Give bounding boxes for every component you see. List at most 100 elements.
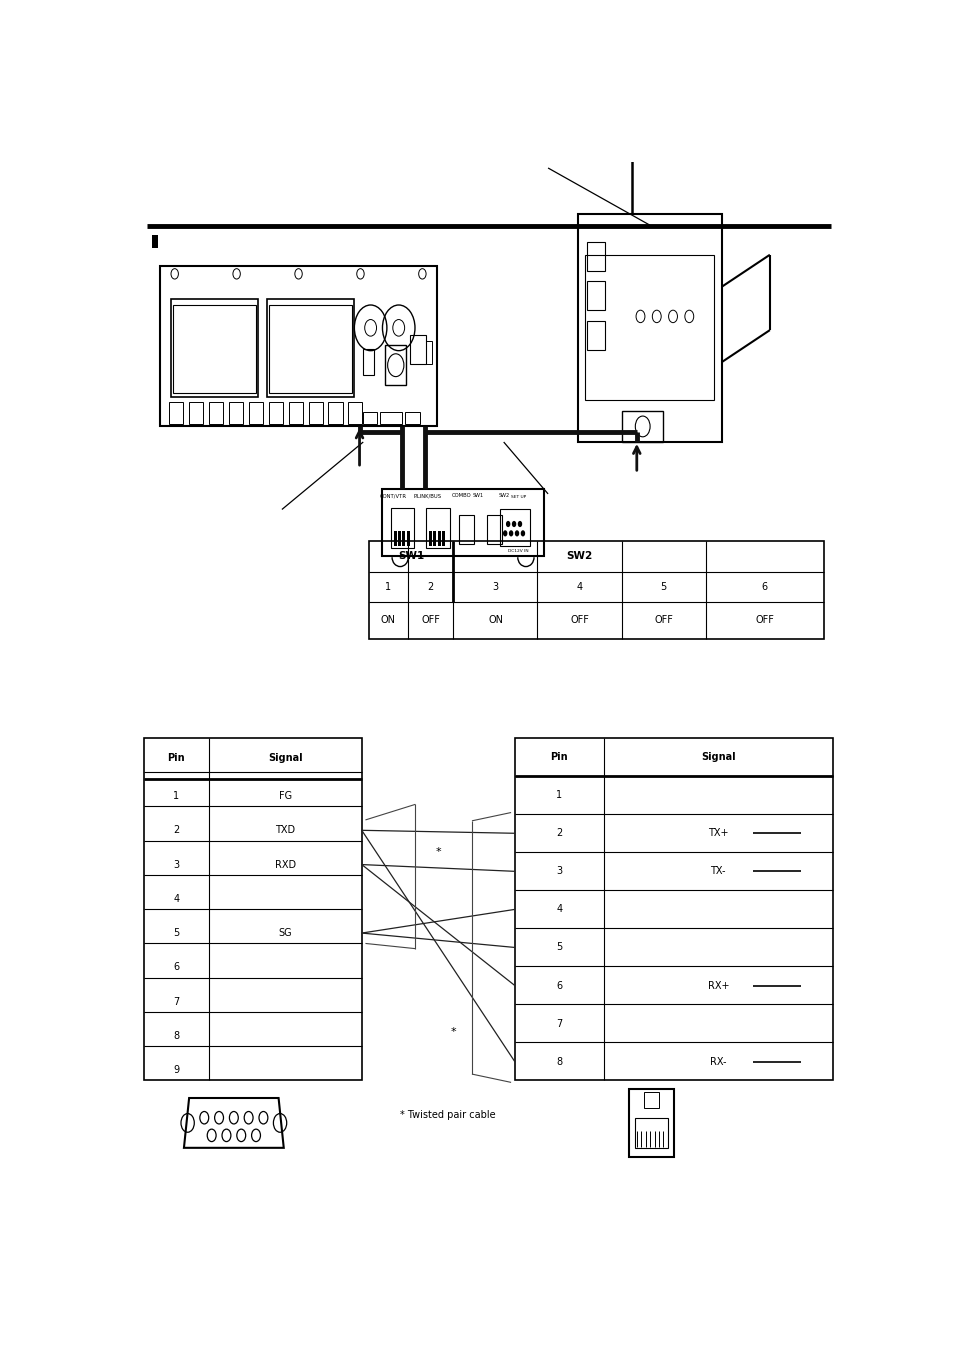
Bar bbox=[586, 321, 604, 349]
Text: 6: 6 bbox=[760, 582, 767, 592]
Bar bbox=[288, 402, 302, 425]
Bar bbox=[406, 531, 410, 546]
Text: *: * bbox=[450, 1027, 456, 1037]
Bar bbox=[160, 266, 436, 426]
Bar bbox=[635, 1117, 667, 1148]
Bar bbox=[381, 489, 544, 557]
Bar bbox=[169, 402, 183, 425]
Text: 1: 1 bbox=[556, 790, 561, 801]
Text: Pin: Pin bbox=[168, 754, 185, 763]
Bar bbox=[229, 402, 242, 425]
Text: 1: 1 bbox=[173, 791, 179, 801]
Text: 8: 8 bbox=[556, 1057, 561, 1066]
Text: SET UP: SET UP bbox=[511, 495, 525, 499]
Bar bbox=[152, 236, 158, 248]
Bar bbox=[369, 541, 823, 639]
Bar bbox=[209, 402, 222, 425]
Text: SG: SG bbox=[278, 927, 292, 938]
Bar bbox=[442, 531, 445, 546]
Bar bbox=[348, 402, 362, 425]
Bar bbox=[643, 1092, 659, 1108]
Text: FG: FG bbox=[278, 791, 292, 801]
Text: Signal: Signal bbox=[700, 752, 735, 762]
Text: 7: 7 bbox=[556, 1019, 562, 1029]
Text: CONT/VTR: CONT/VTR bbox=[379, 493, 407, 499]
Circle shape bbox=[505, 520, 510, 527]
Text: 3: 3 bbox=[492, 582, 498, 592]
Text: * Twisted pair cable: * Twisted pair cable bbox=[400, 1109, 496, 1120]
Bar bbox=[308, 402, 322, 425]
Text: 4: 4 bbox=[173, 894, 179, 903]
Text: SW2: SW2 bbox=[566, 551, 592, 561]
Bar bbox=[586, 282, 604, 310]
Bar bbox=[380, 412, 402, 425]
Bar bbox=[515, 737, 832, 1080]
Text: TXD: TXD bbox=[275, 825, 295, 836]
Text: 3: 3 bbox=[173, 860, 179, 869]
Text: OFF: OFF bbox=[570, 616, 589, 625]
Bar bbox=[584, 255, 714, 400]
Text: SW1: SW1 bbox=[397, 551, 424, 561]
Bar bbox=[405, 412, 419, 425]
Bar bbox=[621, 411, 662, 442]
Text: OFF: OFF bbox=[755, 616, 774, 625]
Bar bbox=[390, 508, 414, 547]
Text: 2: 2 bbox=[173, 825, 179, 836]
Text: 7: 7 bbox=[173, 996, 179, 1007]
Circle shape bbox=[512, 520, 516, 527]
Text: OFF: OFF bbox=[654, 616, 673, 625]
Bar bbox=[437, 531, 440, 546]
Bar bbox=[269, 305, 352, 394]
Bar bbox=[328, 402, 342, 425]
Bar bbox=[459, 515, 474, 543]
Bar bbox=[402, 531, 405, 546]
Text: *: * bbox=[435, 848, 440, 857]
Text: 5: 5 bbox=[660, 582, 666, 592]
Text: ON: ON bbox=[380, 616, 395, 625]
Bar bbox=[385, 345, 406, 386]
Bar bbox=[433, 531, 436, 546]
Bar bbox=[269, 402, 282, 425]
Circle shape bbox=[520, 530, 524, 537]
Text: 4: 4 bbox=[556, 905, 561, 914]
Text: 4: 4 bbox=[576, 582, 582, 592]
Circle shape bbox=[508, 530, 513, 537]
Circle shape bbox=[515, 530, 518, 537]
Bar bbox=[629, 1089, 673, 1157]
Bar bbox=[171, 299, 258, 398]
Bar bbox=[487, 515, 501, 543]
Text: ON: ON bbox=[488, 616, 502, 625]
Text: OFF: OFF bbox=[420, 616, 439, 625]
Bar bbox=[189, 402, 203, 425]
Text: TX-: TX- bbox=[710, 867, 725, 876]
Bar bbox=[267, 299, 354, 398]
Text: 6: 6 bbox=[556, 980, 561, 991]
Bar bbox=[577, 213, 721, 442]
Bar bbox=[499, 510, 529, 546]
Text: 2: 2 bbox=[556, 828, 562, 838]
Text: 2: 2 bbox=[427, 582, 434, 592]
Text: Signal: Signal bbox=[268, 754, 302, 763]
Bar bbox=[394, 531, 396, 546]
Text: TX+: TX+ bbox=[707, 828, 728, 838]
Bar bbox=[429, 531, 432, 546]
Bar bbox=[426, 508, 449, 547]
Text: 1: 1 bbox=[385, 582, 391, 592]
Text: RX-: RX- bbox=[709, 1057, 726, 1066]
Text: 3: 3 bbox=[556, 867, 561, 876]
Bar bbox=[363, 412, 376, 425]
Bar bbox=[173, 305, 255, 394]
Bar bbox=[249, 402, 262, 425]
Text: Pin: Pin bbox=[550, 752, 568, 762]
Bar bbox=[426, 341, 432, 364]
Text: DC12V IN: DC12V IN bbox=[508, 549, 528, 553]
Text: P.LINK/BUS: P.LINK/BUS bbox=[413, 493, 441, 499]
Text: RX+: RX+ bbox=[707, 980, 728, 991]
Text: 5: 5 bbox=[173, 927, 179, 938]
Circle shape bbox=[517, 520, 521, 527]
Text: 5: 5 bbox=[556, 942, 562, 953]
Bar bbox=[363, 349, 374, 375]
Text: RXD: RXD bbox=[274, 860, 295, 869]
Bar bbox=[410, 336, 426, 364]
Text: SW1: SW1 bbox=[472, 493, 483, 499]
